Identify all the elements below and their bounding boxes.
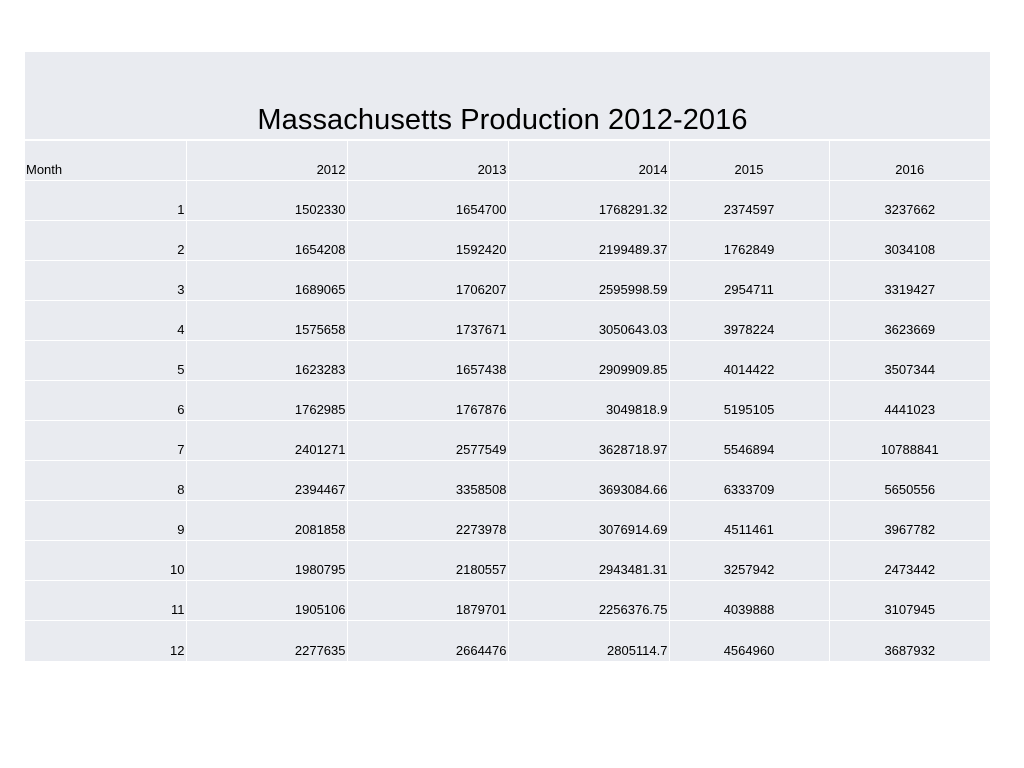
cell-2015: 3978224 bbox=[668, 300, 829, 341]
cell-2012: 1502330 bbox=[185, 180, 347, 221]
cell-2012: 1654208 bbox=[185, 220, 347, 261]
production-sheet: Massachusetts Production 2012-2016 Month… bbox=[25, 52, 990, 661]
cell-2014: 2943481.31 bbox=[507, 540, 669, 581]
cell-2016: 3237662 bbox=[828, 180, 990, 221]
cell-2015: 5546894 bbox=[668, 420, 829, 461]
table-row: 6 1762985 1767876 3049818.9 5195105 4441023 bbox=[25, 380, 990, 421]
cell-2014: 3049818.9 bbox=[507, 380, 669, 421]
cell-2016: 2473442 bbox=[828, 540, 990, 581]
cell-2016: 3034108 bbox=[828, 220, 990, 261]
cell-2013: 1654700 bbox=[346, 180, 508, 221]
cell-month: 3 bbox=[25, 260, 186, 301]
cell-month: 7 bbox=[25, 420, 186, 461]
cell-2012: 1689065 bbox=[185, 260, 347, 301]
table-row: 11 1905106 1879701 2256376.75 4039888 3107945 bbox=[25, 580, 990, 621]
cell-2014: 3693084.66 bbox=[507, 460, 669, 501]
table-row: 1 1502330 1654700 1768291.32 2374597 3237662 bbox=[25, 180, 990, 221]
cell-2015: 5195105 bbox=[668, 380, 829, 421]
cell-2012: 2081858 bbox=[185, 500, 347, 541]
cell-2015: 3257942 bbox=[668, 540, 829, 581]
cell-2013: 2664476 bbox=[346, 620, 508, 661]
column-header-month: Month bbox=[25, 140, 186, 181]
cell-2015: 1762849 bbox=[668, 220, 829, 261]
production-table: Month 2012 2013 2014 2015 2016 1 1502330 1… bbox=[25, 140, 990, 661]
cell-2014: 2595998.59 bbox=[507, 260, 669, 301]
cell-2014: 2909909.85 bbox=[507, 340, 669, 381]
cell-2012: 1762985 bbox=[185, 380, 347, 421]
table-row: 4 1575658 1737671 3050643.03 3978224 3623669 bbox=[25, 300, 990, 341]
table-row: 5 1623283 1657438 2909909.85 4014422 3507344 bbox=[25, 340, 990, 381]
cell-2013: 2273978 bbox=[346, 500, 508, 541]
cell-2015: 2954711 bbox=[668, 260, 829, 301]
cell-month: 10 bbox=[25, 540, 186, 581]
table-row: 3 1689065 1706207 2595998.59 2954711 3319427 bbox=[25, 260, 990, 301]
cell-2013: 1657438 bbox=[346, 340, 508, 381]
cell-2012: 2401271 bbox=[185, 420, 347, 461]
cell-2015: 4564960 bbox=[668, 620, 829, 661]
cell-2012: 1575658 bbox=[185, 300, 347, 341]
title-row: Massachusetts Production 2012-2016 bbox=[25, 52, 990, 140]
table-row: 12 2277635 2664476 2805114.7 4564960 3687932 bbox=[25, 620, 990, 661]
cell-month: 11 bbox=[25, 580, 186, 621]
cell-2013: 3358508 bbox=[346, 460, 508, 501]
cell-2016: 10788841 bbox=[828, 420, 990, 461]
cell-2016: 4441023 bbox=[828, 380, 990, 421]
column-header-2012: 2012 bbox=[185, 140, 347, 181]
cell-2013: 1767876 bbox=[346, 380, 508, 421]
cell-month: 6 bbox=[25, 380, 186, 421]
table-body: 1 1502330 1654700 1768291.32 2374597 3237662 2… bbox=[25, 180, 990, 661]
cell-month: 4 bbox=[25, 300, 186, 341]
cell-2013: 2180557 bbox=[346, 540, 508, 581]
cell-2016: 3967782 bbox=[828, 500, 990, 541]
cell-2012: 1623283 bbox=[185, 340, 347, 381]
cell-2014: 1768291.32 bbox=[507, 180, 669, 221]
cell-2015: 4039888 bbox=[668, 580, 829, 621]
table-row: 2 1654208 1592420 2199489.37 1762849 3034108 bbox=[25, 220, 990, 261]
cell-month: 9 bbox=[25, 500, 186, 541]
cell-month: 8 bbox=[25, 460, 186, 501]
cell-2014: 3076914.69 bbox=[507, 500, 669, 541]
table-row: 8 2394467 3358508 3693084.66 6333709 5650556 bbox=[25, 460, 990, 501]
cell-2014: 3628718.97 bbox=[507, 420, 669, 461]
cell-2013: 1592420 bbox=[346, 220, 508, 261]
cell-2013: 1737671 bbox=[346, 300, 508, 341]
cell-month: 12 bbox=[25, 620, 186, 661]
cell-2014: 2256376.75 bbox=[507, 580, 669, 621]
cell-month: 2 bbox=[25, 220, 186, 261]
cell-2014: 3050643.03 bbox=[507, 300, 669, 341]
cell-2015: 2374597 bbox=[668, 180, 829, 221]
cell-2014: 2805114.7 bbox=[507, 620, 669, 661]
cell-2015: 4014422 bbox=[668, 340, 829, 381]
cell-month: 1 bbox=[25, 180, 186, 221]
cell-2013: 1879701 bbox=[346, 580, 508, 621]
cell-2014: 2199489.37 bbox=[507, 220, 669, 261]
table-row: 9 2081858 2273978 3076914.69 4511461 3967782 bbox=[25, 500, 990, 541]
cell-2016: 5650556 bbox=[828, 460, 990, 501]
cell-2016: 3107945 bbox=[828, 580, 990, 621]
column-header-2016: 2016 bbox=[828, 140, 990, 181]
cell-2016: 3507344 bbox=[828, 340, 990, 381]
column-header-2014: 2014 bbox=[507, 140, 669, 181]
cell-2015: 4511461 bbox=[668, 500, 829, 541]
cell-2012: 2394467 bbox=[185, 460, 347, 501]
cell-2012: 2277635 bbox=[185, 620, 347, 661]
column-header-2013: 2013 bbox=[346, 140, 508, 181]
column-header-2015: 2015 bbox=[668, 140, 829, 181]
cell-month: 5 bbox=[25, 340, 186, 381]
cell-2016: 3623669 bbox=[828, 300, 990, 341]
cell-2016: 3687932 bbox=[828, 620, 990, 661]
table-row: 7 2401271 2577549 3628718.97 5546894 10788841 bbox=[25, 420, 990, 461]
header-row: Month 2012 2013 2014 2015 2016 bbox=[25, 140, 990, 181]
cell-2015: 6333709 bbox=[668, 460, 829, 501]
cell-2013: 2577549 bbox=[346, 420, 508, 461]
cell-2013: 1706207 bbox=[346, 260, 508, 301]
table-row: 10 1980795 2180557 2943481.31 3257942 2473442 bbox=[25, 540, 990, 581]
cell-2012: 1905106 bbox=[185, 580, 347, 621]
cell-2012: 1980795 bbox=[185, 540, 347, 581]
cell-2016: 3319427 bbox=[828, 260, 990, 301]
page-title: Massachusetts Production 2012-2016 bbox=[257, 104, 748, 136]
